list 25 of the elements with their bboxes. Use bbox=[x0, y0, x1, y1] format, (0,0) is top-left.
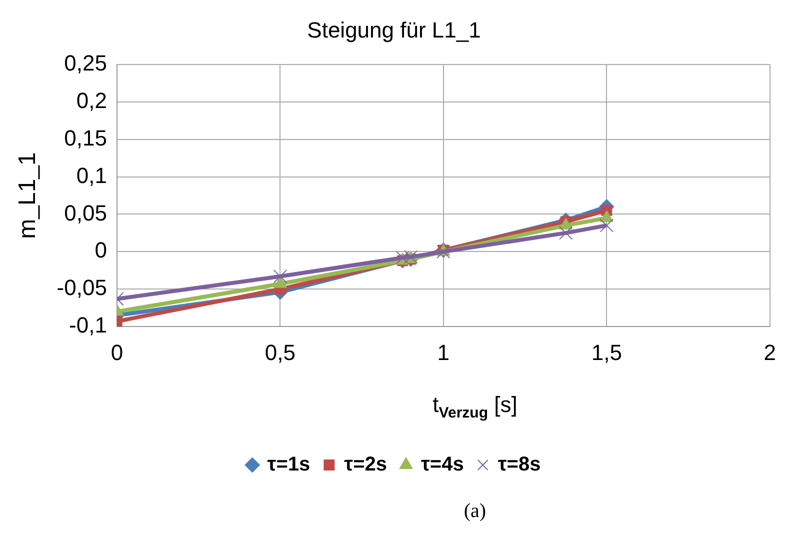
point bbox=[273, 270, 288, 284]
y-tick-label: 0,25 bbox=[64, 50, 107, 76]
y-axis-title: m_L1_1 bbox=[14, 152, 42, 239]
legend-label: τ=2s bbox=[344, 454, 388, 476]
y-tick-label: 0,1 bbox=[76, 162, 107, 188]
legend-label: τ=1s bbox=[267, 454, 310, 476]
x-tick-label: 1 bbox=[437, 340, 450, 365]
x-axis-title: t$_{Verzug}$ [s] bbox=[432, 392, 518, 422]
y-tick-label: 0,05 bbox=[64, 200, 107, 226]
point bbox=[436, 244, 450, 259]
legend-label: τ=4s bbox=[421, 454, 464, 476]
text: (a) bbox=[462, 500, 488, 523]
x-tick-label: 0,5 bbox=[264, 340, 296, 365]
y-tick-label: -0,05 bbox=[56, 275, 107, 300]
y-tick-label: 0,15 bbox=[64, 125, 107, 150]
x-tick-label: 2 bbox=[764, 340, 776, 365]
chart-title: Steigung für L1_1 bbox=[307, 17, 481, 42]
point bbox=[600, 218, 614, 232]
y-tick-label: 0 bbox=[94, 238, 107, 263]
y-tick-label: -0,1 bbox=[69, 312, 107, 338]
legend-label: τ=8s bbox=[498, 454, 541, 476]
x-tick-label: 1,5 bbox=[591, 340, 622, 365]
y-tick-label: 0,2 bbox=[76, 88, 107, 113]
point bbox=[558, 226, 573, 240]
x-tick-label: 0 bbox=[110, 340, 124, 365]
